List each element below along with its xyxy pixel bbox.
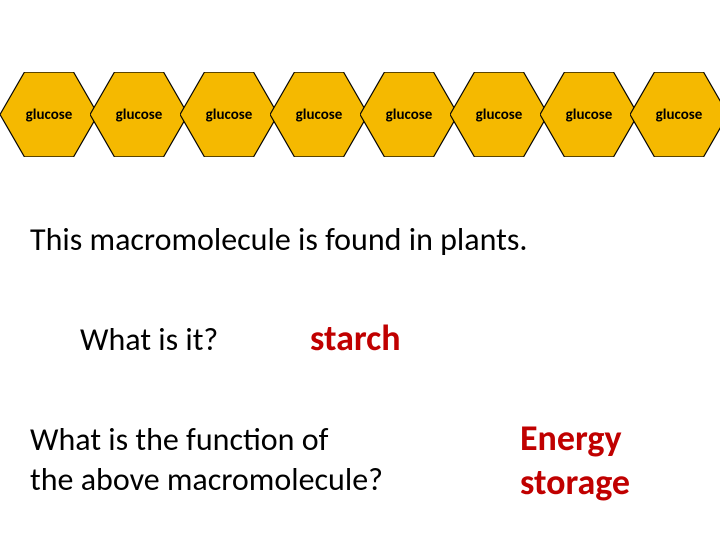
glucose-label: glucose — [386, 106, 433, 124]
glucose-hexagon: glucose — [360, 72, 458, 157]
answer-2-line2: storage — [520, 460, 630, 504]
glucose-label: glucose — [566, 106, 613, 124]
question-2-line2: the above macromolecule? — [30, 460, 383, 499]
glucose-label: glucose — [656, 106, 703, 124]
glucose-hexagon: glucose — [0, 72, 98, 157]
glucose-label: glucose — [26, 106, 73, 124]
glucose-hexagon: glucose — [540, 72, 638, 157]
glucose-label: glucose — [116, 106, 163, 124]
glucose-label: glucose — [476, 106, 523, 124]
question-1: What is it? — [80, 320, 218, 359]
glucose-hexagon: glucose — [450, 72, 548, 157]
glucose-chain: glucose glucose glucose glucose glucose gluco… — [0, 72, 720, 182]
glucose-label: glucose — [206, 106, 253, 124]
statement-text: This macromolecule is found in plants. — [30, 220, 527, 259]
glucose-hexagon: glucose — [630, 72, 720, 157]
glucose-hexagon: glucose — [270, 72, 368, 157]
answer-2-line1: Energy — [520, 416, 622, 460]
answer-1: starch — [310, 316, 401, 360]
glucose-hexagon: glucose — [90, 72, 188, 157]
question-2-line1: What is the function of — [30, 420, 328, 459]
glucose-label: glucose — [296, 106, 343, 124]
glucose-hexagon: glucose — [180, 72, 278, 157]
